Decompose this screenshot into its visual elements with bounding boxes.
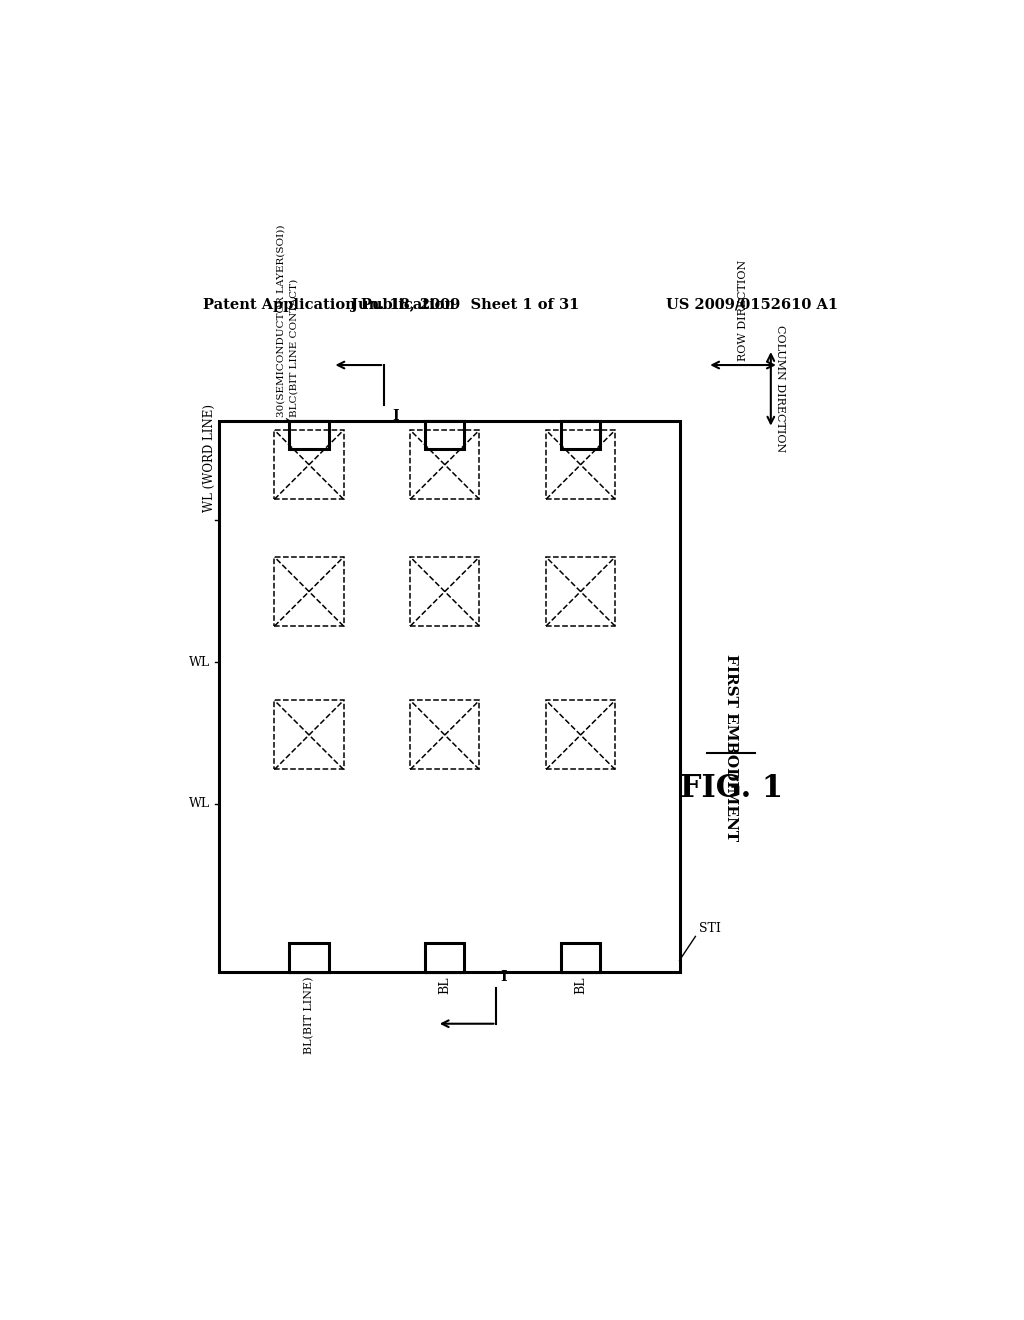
Bar xyxy=(274,430,343,499)
Bar xyxy=(290,944,329,972)
Text: BL: BL xyxy=(438,975,452,994)
Bar xyxy=(561,421,600,972)
Bar xyxy=(411,701,479,770)
Bar xyxy=(546,557,615,626)
Text: FIRST EMBODIMENT: FIRST EMBODIMENT xyxy=(724,653,738,841)
Bar xyxy=(219,421,680,972)
Bar xyxy=(221,499,677,541)
Text: Jun. 18, 2009  Sheet 1 of 31: Jun. 18, 2009 Sheet 1 of 31 xyxy=(351,298,580,312)
Text: WL: WL xyxy=(188,797,210,810)
Bar xyxy=(411,557,479,626)
Bar xyxy=(290,421,329,972)
Text: COLUMN DIRECTION: COLUMN DIRECTION xyxy=(775,325,784,453)
Bar xyxy=(561,944,600,972)
Text: BL: BL xyxy=(574,975,587,994)
Text: BL(BIT LINE): BL(BIT LINE) xyxy=(304,975,314,1053)
Bar xyxy=(546,701,615,770)
Text: WL (WORD LINE): WL (WORD LINE) xyxy=(203,404,216,512)
Bar xyxy=(561,421,600,449)
Text: STI: STI xyxy=(699,921,721,935)
Text: WL: WL xyxy=(188,656,210,669)
Bar xyxy=(221,783,677,825)
Bar xyxy=(546,430,615,499)
Bar xyxy=(274,701,343,770)
Bar xyxy=(290,421,329,449)
Text: Patent Application Publication: Patent Application Publication xyxy=(204,298,456,312)
Text: 30(SEMICONDUCTOR LAYER(SOI)): 30(SEMICONDUCTOR LAYER(SOI)) xyxy=(276,224,286,417)
Text: BLC(BIT LINE CONTACT): BLC(BIT LINE CONTACT) xyxy=(290,279,299,417)
Bar xyxy=(425,421,464,449)
Bar xyxy=(221,642,677,682)
Bar xyxy=(425,944,464,972)
Text: I: I xyxy=(392,409,398,422)
Text: US 2009/0152610 A1: US 2009/0152610 A1 xyxy=(667,298,839,312)
Text: FIG. 1: FIG. 1 xyxy=(680,772,782,804)
Bar xyxy=(274,557,343,626)
Text: ROW DIRECTION: ROW DIRECTION xyxy=(738,260,749,362)
Bar xyxy=(411,430,479,499)
Bar xyxy=(425,421,464,972)
Text: I: I xyxy=(501,970,507,983)
